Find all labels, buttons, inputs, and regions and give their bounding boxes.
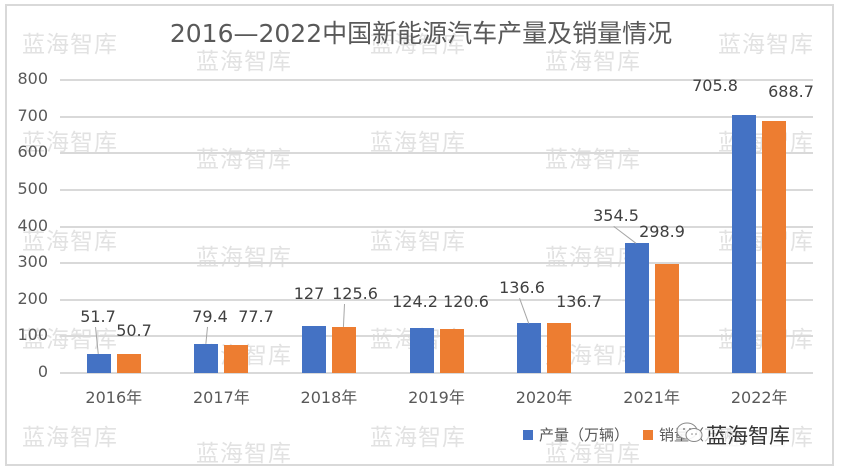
- wechat-icon: [676, 422, 703, 442]
- y-tick-label: 600: [17, 142, 48, 162]
- gridline: [60, 262, 813, 265]
- bar-production: [732, 114, 757, 373]
- bar-sales: [331, 326, 356, 373]
- bar-production: [624, 243, 649, 373]
- x-tick-label: 2021年: [623, 388, 680, 407]
- y-tick-label: 200: [17, 288, 48, 308]
- legend-label-production: 产量（万辆）: [539, 426, 630, 444]
- data-label-sales: 77.7: [238, 307, 274, 326]
- bar-production: [517, 322, 542, 373]
- gridline: [60, 298, 813, 301]
- data-label-sales: 125.6: [332, 284, 378, 303]
- gridline: [60, 115, 813, 118]
- x-tick-label: 2022年: [730, 388, 788, 407]
- legend-swatch-sales: [643, 429, 654, 440]
- legend-item-production: 产量（万辆）: [523, 424, 629, 445]
- data-label-production: 51.7: [80, 307, 116, 326]
- y-tick-label: 0: [37, 362, 48, 381]
- gridline: [60, 225, 813, 228]
- bar-sales: [547, 322, 572, 373]
- bar-production: [409, 327, 434, 373]
- brand-overlay-text: 蓝海智库: [704, 420, 792, 450]
- gridline: [60, 188, 813, 191]
- data-label-sales: 688.7: [768, 82, 814, 101]
- data-label-production: 705.8: [692, 76, 738, 95]
- legend-swatch-production: [523, 429, 533, 440]
- y-tick-label: 500: [17, 178, 48, 198]
- data-label-production: 354.5: [593, 206, 639, 225]
- y-tick-label: 400: [17, 215, 48, 235]
- x-tick-label: 2020年: [515, 388, 573, 407]
- y-tick-label: 700: [17, 105, 48, 125]
- gridline: [60, 79, 813, 81]
- gridline: [60, 152, 813, 155]
- data-label-production: 127: [293, 284, 325, 303]
- chart-frame: [5, 4, 834, 466]
- x-tick-label: 2018年: [300, 388, 358, 407]
- gridline: [60, 335, 813, 338]
- y-tick-label: 100: [17, 325, 48, 345]
- data-label-production: 79.4: [192, 307, 228, 326]
- y-tick-label: 800: [17, 69, 48, 88]
- data-label-sales: 136.7: [556, 292, 602, 311]
- data-label-sales: 50.7: [116, 321, 152, 340]
- data-label-production: 136.6: [499, 278, 545, 297]
- data-label-production: 124.2: [392, 292, 438, 311]
- bar-production: [86, 354, 111, 373]
- data-label-sales: 298.9: [639, 222, 685, 241]
- x-tick-label: 2019年: [408, 388, 465, 407]
- bar-production: [301, 326, 326, 373]
- gridline: [60, 372, 813, 374]
- bar-sales: [116, 354, 141, 373]
- bar-sales: [439, 328, 464, 373]
- bar-sales: [224, 344, 249, 373]
- bar-sales: [654, 263, 679, 373]
- data-label-sales: 120.6: [443, 292, 489, 311]
- chart-title: 2016—2022中国新能源汽车产量及销量情况: [169, 19, 673, 48]
- x-tick-label: 2017年: [192, 388, 250, 407]
- bar-sales: [762, 120, 787, 373]
- x-tick-label: 2016年: [85, 388, 143, 407]
- y-tick-label: 300: [17, 252, 48, 272]
- bar-production: [194, 343, 219, 373]
